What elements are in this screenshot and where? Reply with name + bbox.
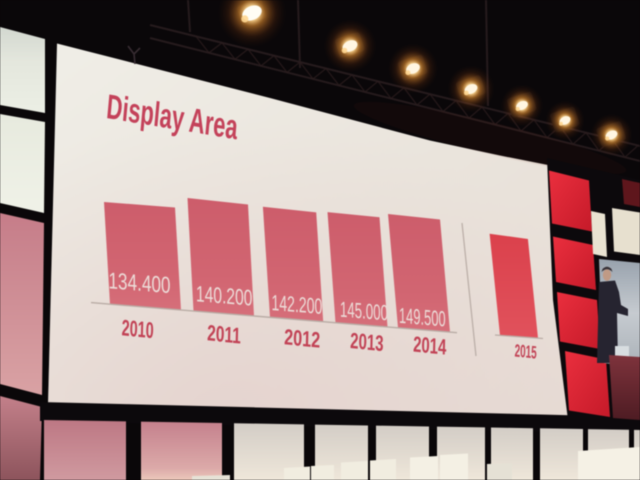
svg-text:140.200: 140.200 bbox=[196, 281, 253, 311]
svg-text:142.200: 142.200 bbox=[271, 290, 322, 319]
svg-text:2012: 2012 bbox=[284, 325, 321, 353]
svg-text:2011: 2011 bbox=[207, 322, 242, 350]
svg-text:2014: 2014 bbox=[413, 332, 447, 360]
svg-text:2010: 2010 bbox=[121, 316, 154, 344]
svg-text:149.500: 149.500 bbox=[399, 303, 446, 331]
svg-text:145.000: 145.000 bbox=[340, 297, 388, 325]
svg-text:2015: 2015 bbox=[514, 342, 537, 364]
svg-text:2013: 2013 bbox=[350, 329, 384, 357]
svg-text:134.400: 134.400 bbox=[108, 269, 170, 299]
